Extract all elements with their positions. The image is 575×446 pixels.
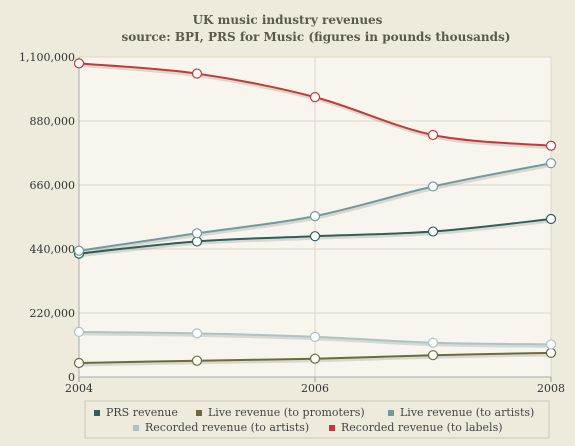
data-point <box>73 245 85 256</box>
data-point <box>309 211 321 222</box>
legend-label: Live revenue (to artists) <box>400 406 534 419</box>
legend-swatch <box>94 410 100 416</box>
legend-label: Recorded revenue (to artists) <box>145 421 309 434</box>
legend-label: Recorded revenue (to labels) <box>341 421 503 434</box>
legend-label: PRS revenue <box>106 406 178 419</box>
legend-label: Live revenue (to promoters) <box>208 406 365 419</box>
y-tick-label: 880,000 <box>30 115 76 128</box>
data-point <box>309 92 321 103</box>
legend-box <box>84 400 550 439</box>
y-tick-label: 0 <box>68 371 75 384</box>
data-point <box>427 226 439 237</box>
data-point <box>545 140 557 151</box>
data-point <box>427 337 439 348</box>
x-tick-label: 2006 <box>301 382 329 395</box>
data-markers <box>73 58 557 369</box>
y-tick-label: 440,000 <box>30 243 76 256</box>
x-tick-label: 2008 <box>537 382 565 395</box>
data-point <box>191 355 203 366</box>
y-tick-label: 1,100,000 <box>19 51 75 64</box>
legend-swatch <box>329 425 335 431</box>
data-point <box>191 228 203 239</box>
data-point <box>427 181 439 192</box>
legend: PRS revenue Live revenue (to promoters) Li… <box>94 406 534 434</box>
data-point <box>545 347 557 358</box>
data-point <box>427 129 439 141</box>
legend-swatch <box>196 410 202 416</box>
data-point <box>191 328 203 339</box>
data-point <box>73 326 85 338</box>
data-point <box>73 58 85 69</box>
data-point <box>545 158 557 169</box>
chart-title: UK music industry revenues <box>193 13 383 27</box>
legend-swatch <box>388 410 394 416</box>
data-point <box>545 339 557 350</box>
data-point <box>545 213 557 225</box>
y-tick-label: 660,000 <box>30 179 76 192</box>
data-point <box>309 231 321 242</box>
data-point <box>427 350 439 361</box>
data-point <box>309 353 321 364</box>
y-tick-label: 220,000 <box>30 307 76 320</box>
data-point <box>73 357 85 369</box>
legend-swatch <box>133 425 139 431</box>
chart-subtitle: source: BPI, PRS for Music (figures in p… <box>122 30 511 44</box>
data-point <box>191 68 203 79</box>
axes: 0 220,000 440,000 660,000 880,000 1,100,000 20… <box>19 51 565 395</box>
x-tick-label: 2004 <box>65 382 93 395</box>
data-point <box>309 331 321 342</box>
